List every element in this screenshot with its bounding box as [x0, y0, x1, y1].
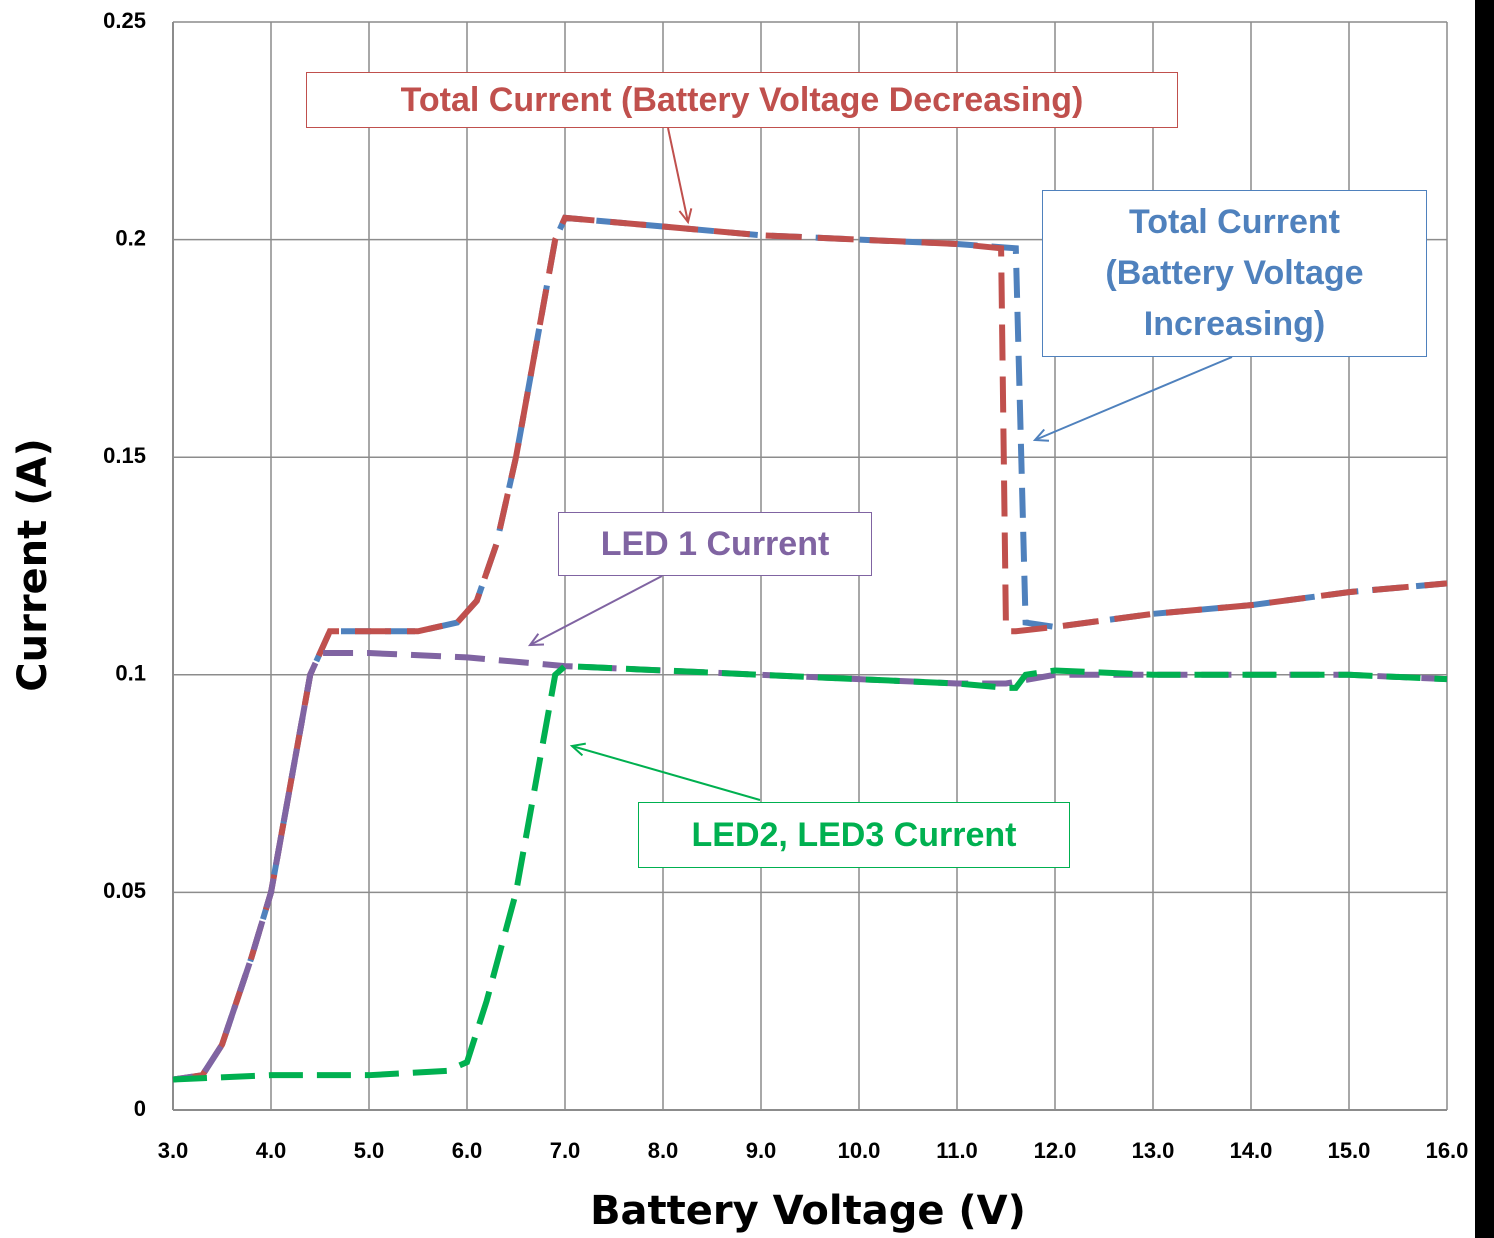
arrow-head — [1032, 428, 1050, 442]
annotation-arrow — [667, 127, 689, 223]
x-tick-label: 16.0 — [1426, 1138, 1469, 1163]
x-tick-label: 12.0 — [1034, 1138, 1077, 1163]
arrow-head — [527, 633, 545, 647]
arrow-head — [678, 208, 693, 225]
x-tick-label: 9.0 — [746, 1138, 777, 1163]
x-tick-label: 8.0 — [648, 1138, 679, 1163]
series-line — [172, 214, 1448, 1083]
annotation-arrow — [529, 575, 663, 646]
x-tick-label: 15.0 — [1328, 1138, 1371, 1163]
y-tick-label: 0.25 — [103, 8, 146, 33]
annotation-text: LED2, LED3 Current — [691, 815, 1017, 854]
edge-bar — [1475, 0, 1494, 1238]
annotation-text: Total Current (Battery Voltage Decreasin… — [400, 80, 1084, 119]
x-tick-label: 6.0 — [452, 1138, 483, 1163]
y-tick-label: 0.15 — [103, 443, 146, 468]
x-tick-label: 5.0 — [354, 1138, 385, 1163]
x-tick-label: 13.0 — [1132, 1138, 1175, 1163]
annotation-arrow — [1034, 356, 1233, 441]
x-tick-label: 10.0 — [838, 1138, 881, 1163]
x-tick-label: 11.0 — [936, 1138, 978, 1163]
y-tick-label: 0.05 — [103, 878, 146, 903]
annotation-box: LED 1 Current — [558, 512, 872, 576]
annotation-box: LED2, LED3 Current — [638, 802, 1070, 868]
series-line — [172, 214, 1448, 1083]
annotation-box: Total Current (Battery Voltage Increasin… — [1042, 190, 1427, 357]
annotation-text: Total Current (Battery Voltage Increasin… — [1105, 203, 1364, 343]
arrow-head — [569, 742, 586, 757]
x-tick-label: 3.0 — [158, 1138, 189, 1163]
series-line — [172, 663, 1448, 1083]
x-tick-label: 14.0 — [1230, 1138, 1273, 1163]
x-tick-label: 4.0 — [256, 1138, 287, 1163]
x-axis-title: Battery Voltage (V) — [590, 1188, 1026, 1234]
y-axis-title: Current (A) — [10, 438, 56, 691]
x-tick-label: 7.0 — [550, 1138, 581, 1163]
annotation-box: Total Current (Battery Voltage Decreasin… — [306, 72, 1178, 128]
y-tick-label: 0.1 — [115, 661, 146, 686]
y-tick-label: 0 — [134, 1096, 146, 1121]
y-tick-label: 0.2 — [115, 225, 146, 250]
annotation-arrow — [571, 745, 761, 801]
annotation-text: LED 1 Current — [600, 524, 830, 563]
